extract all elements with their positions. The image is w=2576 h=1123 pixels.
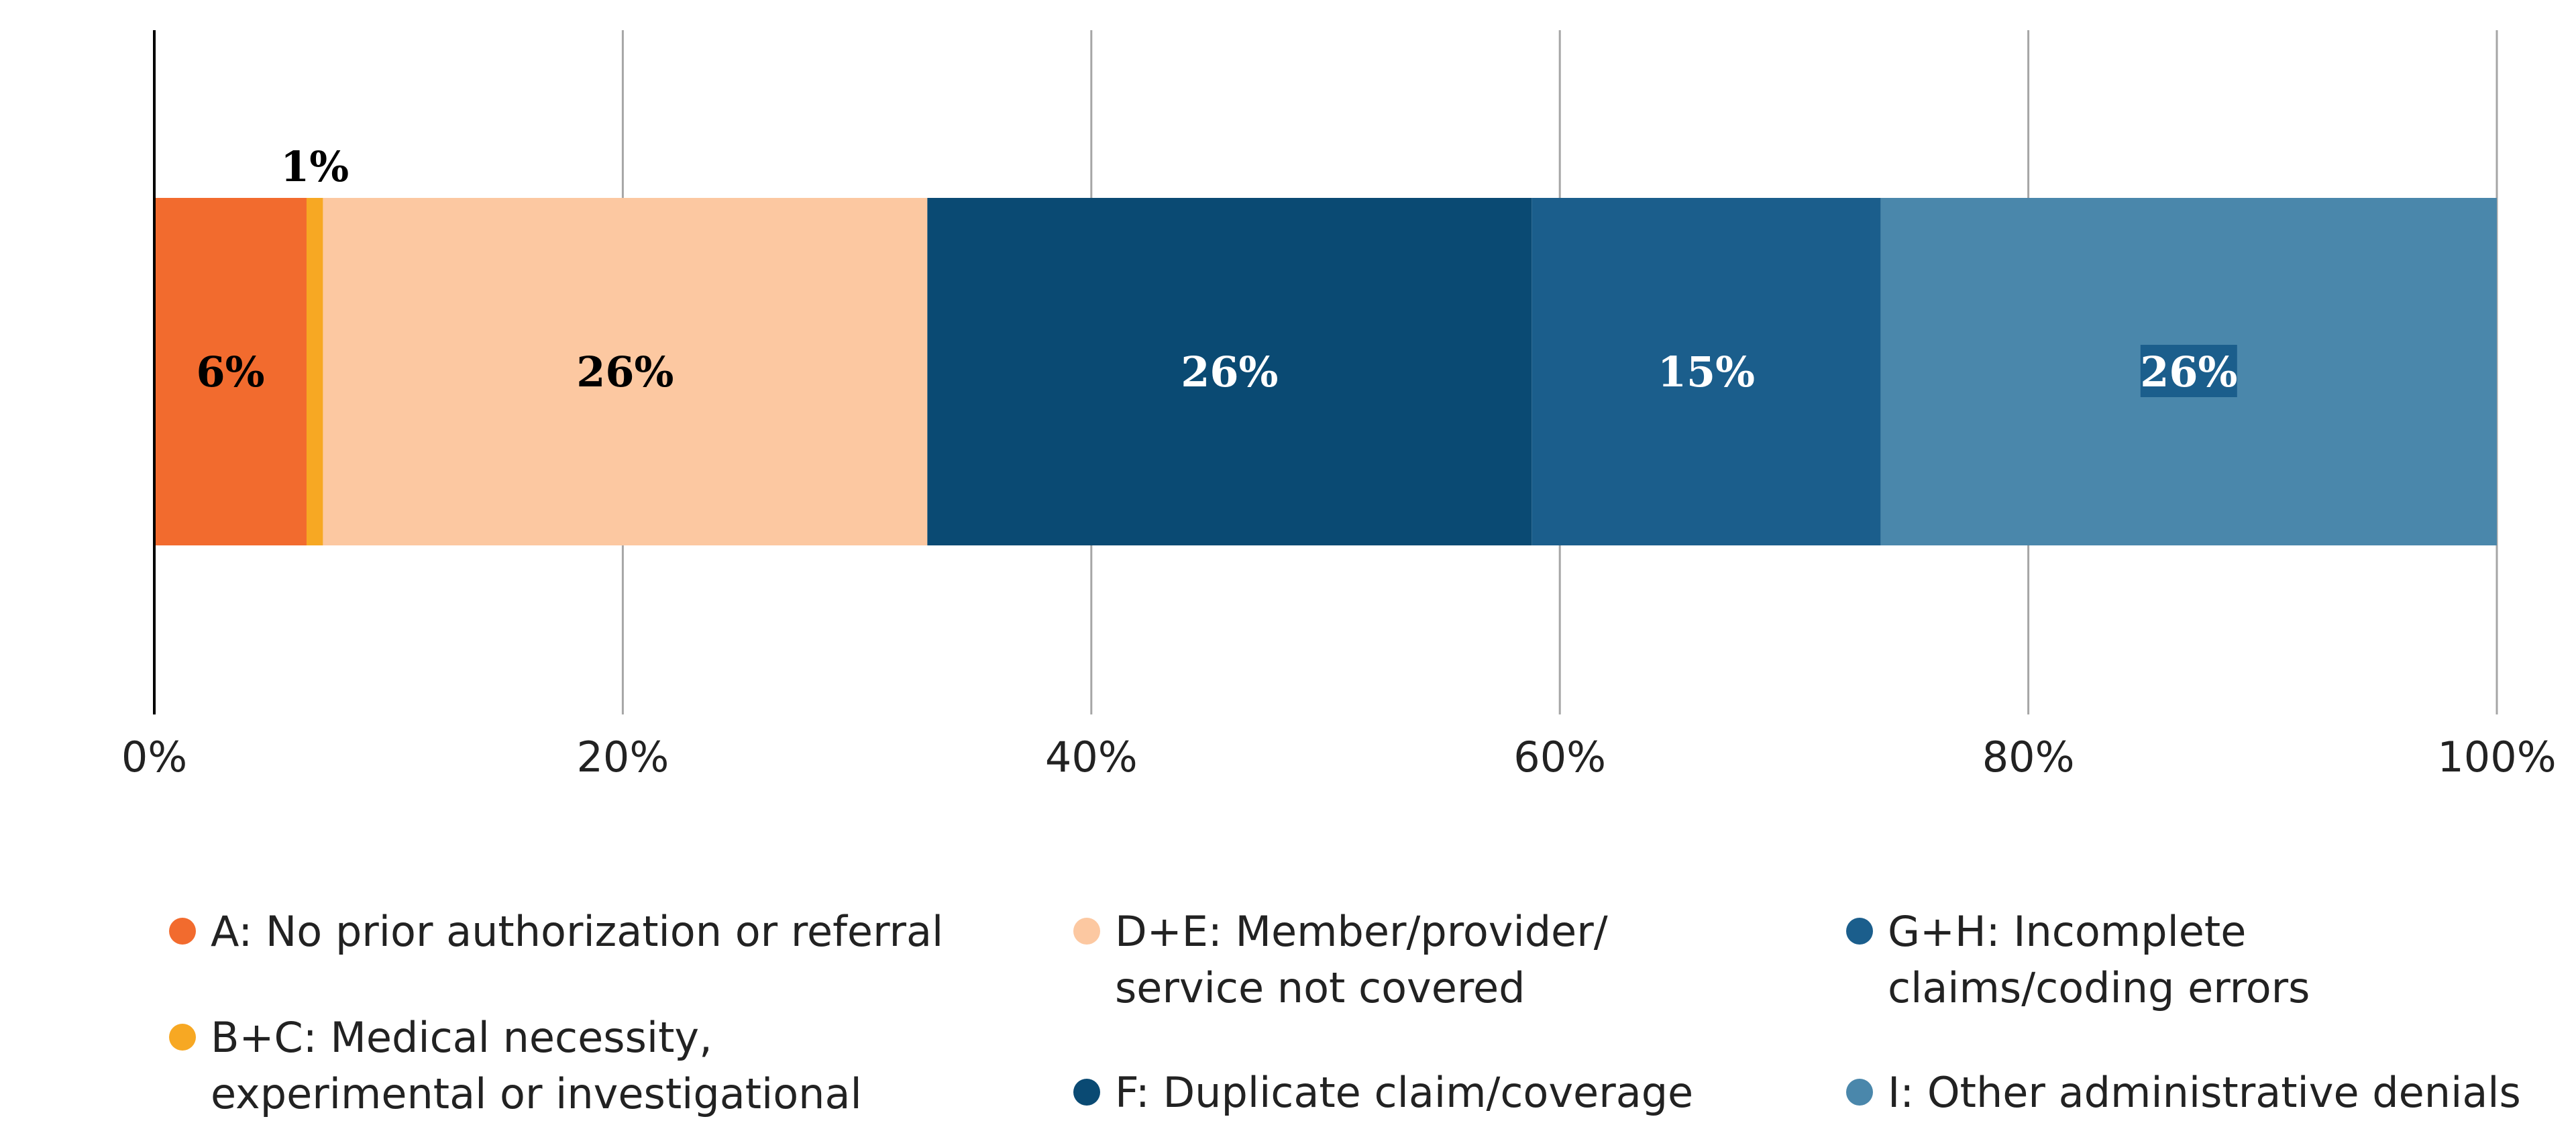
bar-segment xyxy=(927,198,1532,545)
data-label: 1% xyxy=(280,142,349,191)
data-label: 26% xyxy=(1181,347,1278,396)
bar-segment xyxy=(323,198,928,545)
data-label: 26% xyxy=(2140,347,2237,396)
x-tick-label: 100% xyxy=(2437,733,2556,782)
legend-marker xyxy=(169,918,196,945)
legend-marker xyxy=(169,1024,196,1051)
legend-label: service not covered xyxy=(1115,963,1525,1012)
legend-marker xyxy=(1073,918,1100,945)
data-label: 26% xyxy=(576,347,674,396)
legend-label: G+H: Incomplete xyxy=(1888,907,2246,956)
x-tick-label: 0% xyxy=(121,733,187,782)
bar-segments xyxy=(154,198,2497,545)
x-tick-label: 80% xyxy=(1982,733,2075,782)
legend-label: experimental or investigational xyxy=(211,1069,862,1118)
bar-segment xyxy=(1532,198,1881,545)
data-label-background xyxy=(2140,345,2237,397)
legend-marker xyxy=(1846,918,1873,945)
data-label: 6% xyxy=(196,347,264,396)
legend-label: F: Duplicate claim/coverage xyxy=(1115,1068,1693,1117)
x-tick-label: 60% xyxy=(1513,733,1606,782)
legend-label: D+E: Member/provider/ xyxy=(1115,907,1608,956)
legend: A: No prior authorization or referral B+C… xyxy=(169,907,2521,1118)
legend-label: claims/coding errors xyxy=(1888,963,2310,1012)
x-tick-label: 40% xyxy=(1045,733,1138,782)
legend-label: I: Other administrative denials xyxy=(1888,1068,2521,1117)
legend-marker xyxy=(1846,1079,1873,1106)
data-labels: 6% 1% 26% 26% 15% 26% xyxy=(196,142,2237,397)
bar-segment xyxy=(306,198,323,545)
axis: 0% 20% 40% 60% 80% 100% xyxy=(121,30,2557,782)
bar-segment xyxy=(154,198,307,545)
x-tick-label: 20% xyxy=(576,733,669,782)
legend-label: B+C: Medical necessity, xyxy=(211,1013,712,1062)
legend-marker xyxy=(1073,1079,1100,1106)
data-label: 15% xyxy=(1658,347,1755,396)
legend-label: A: No prior authorization or referral xyxy=(211,907,943,956)
